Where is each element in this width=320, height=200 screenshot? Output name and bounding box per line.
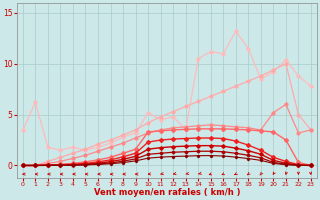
X-axis label: Vent moyen/en rafales ( km/h ): Vent moyen/en rafales ( km/h ) [94, 188, 240, 197]
